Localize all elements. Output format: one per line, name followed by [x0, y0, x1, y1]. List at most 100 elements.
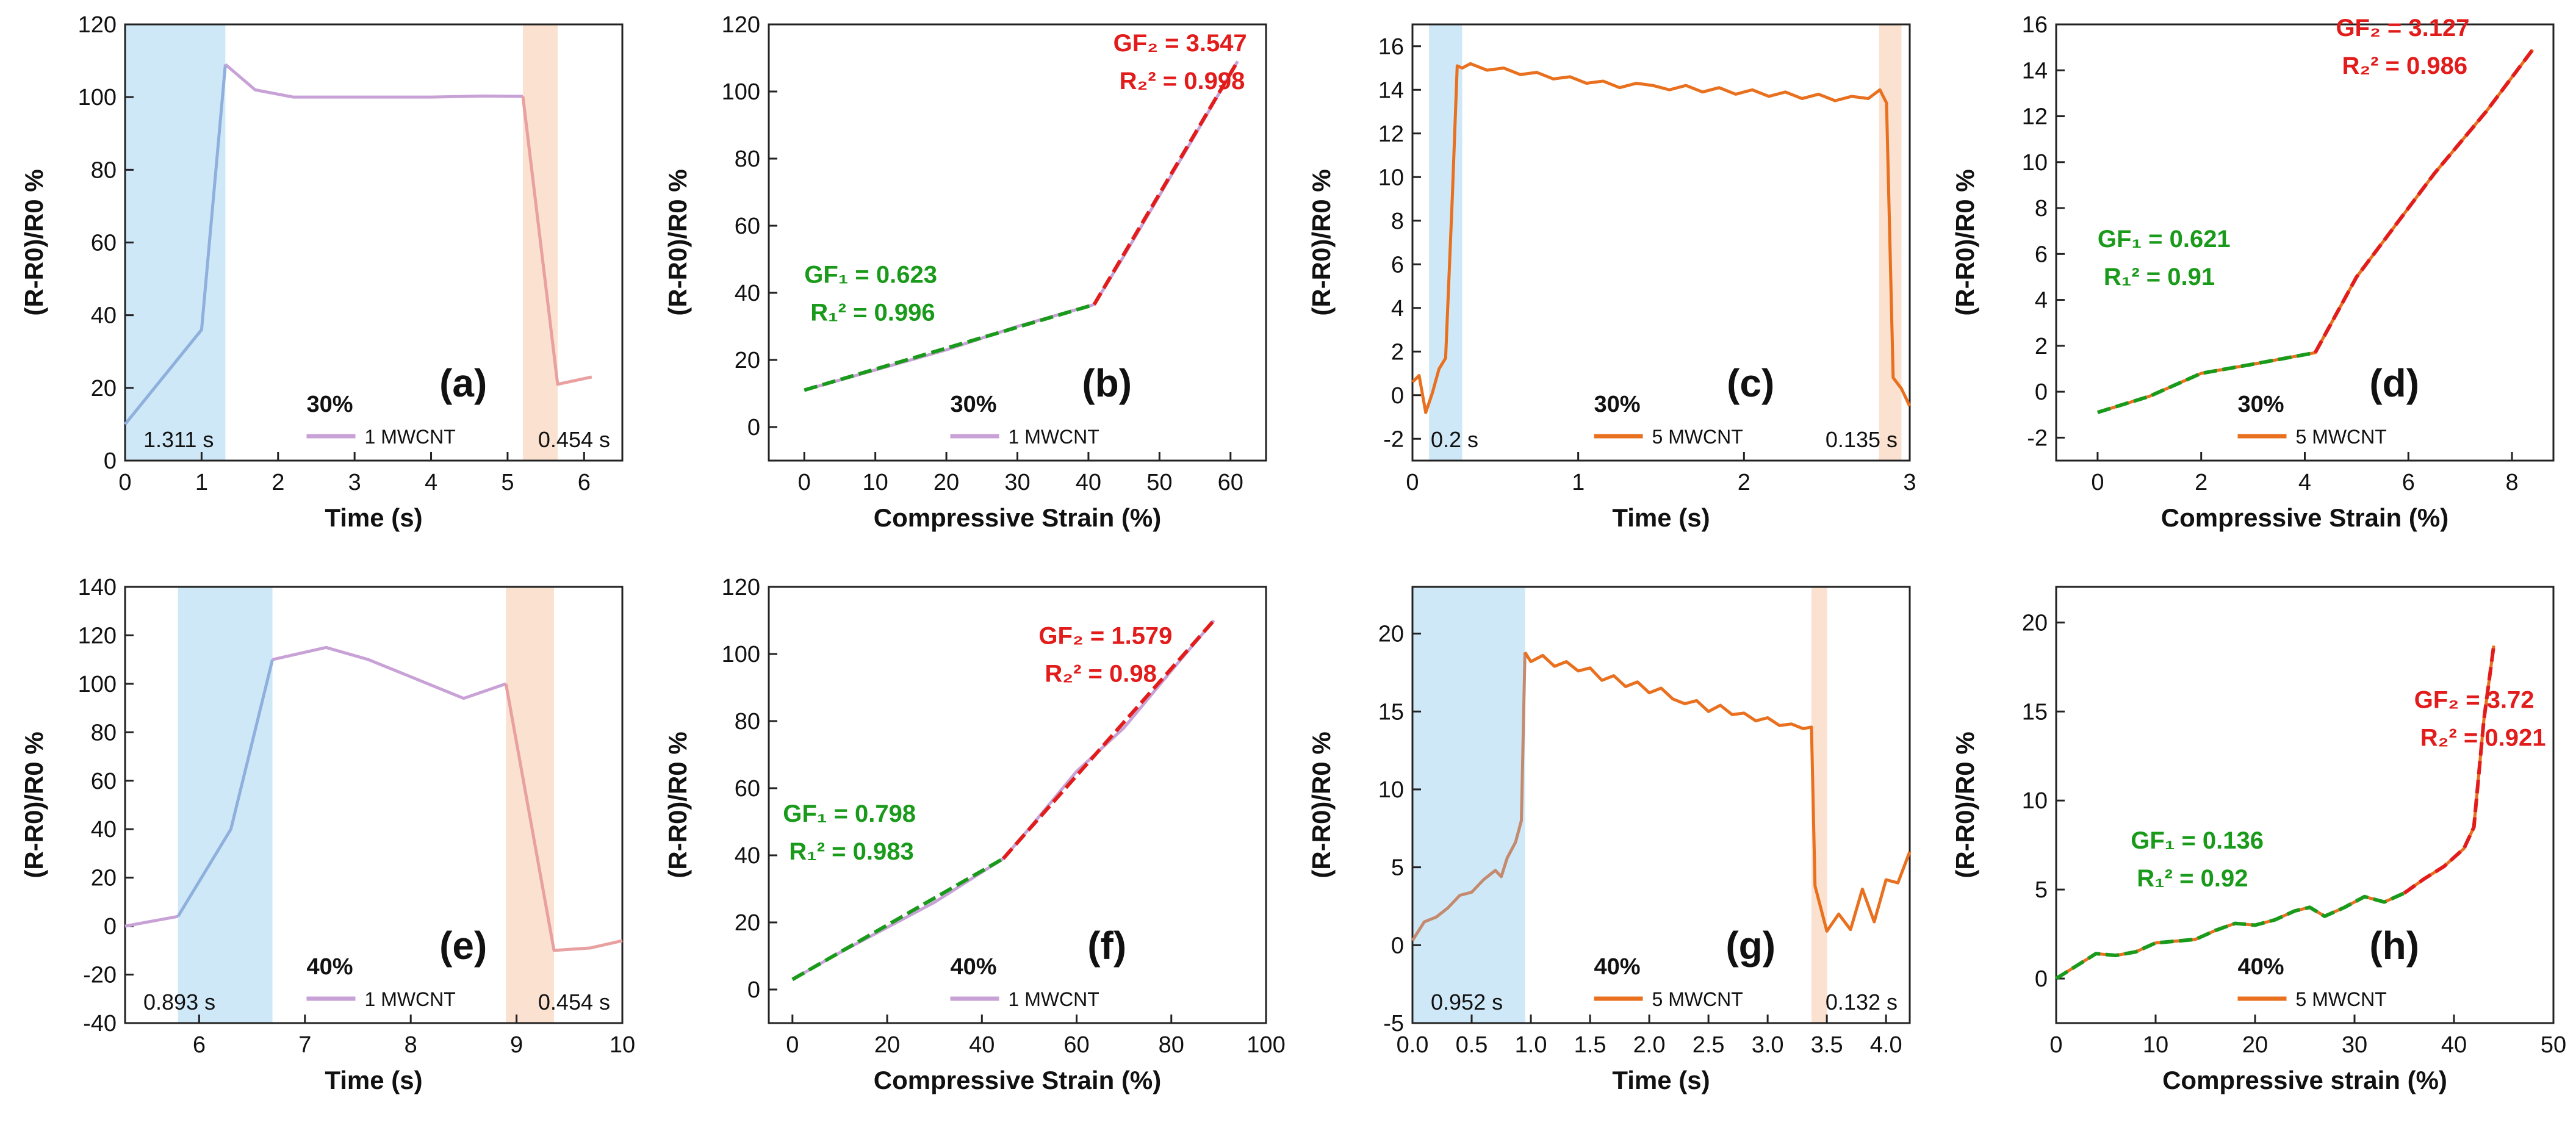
- x-tick-label: 3.5: [1811, 1032, 1843, 1058]
- gauge-factor-label: GF₂ = 3.127: [2336, 15, 2469, 41]
- legend-entry: 1 MWCNT: [1009, 426, 1099, 448]
- y-tick-label: 6: [2035, 242, 2048, 267]
- y-tick-label: 6: [1391, 252, 1404, 278]
- legend-entry: 1 MWCNT: [365, 426, 456, 448]
- y-tick-label: 10: [1378, 777, 1404, 803]
- y-tick-label: 0: [747, 977, 760, 1003]
- x-tick-label: 4: [2298, 470, 2311, 495]
- x-tick-label: 40: [1076, 470, 1101, 495]
- legend-entry: 1 MWCNT: [1009, 988, 1099, 1010]
- fit-line: [2056, 893, 2405, 979]
- y-tick-label: 4: [1391, 296, 1404, 322]
- x-tick-label: 100: [1247, 1032, 1285, 1058]
- x-tick-label: 8: [2506, 470, 2519, 495]
- r-squared-label: R₂² = 0.998: [1120, 68, 1245, 95]
- r-squared-label: R₂² = 0.98: [1045, 661, 1156, 688]
- gauge-factor-label: GF₂ = 3.72: [2414, 686, 2535, 713]
- x-tick-label: 50: [1146, 470, 1172, 495]
- y-axis-label: (R-R0)/R0 %: [1307, 731, 1336, 878]
- series-line: [804, 62, 1237, 390]
- y-tick-label: 120: [78, 623, 117, 648]
- strain-label: 30%: [1594, 392, 1641, 417]
- y-axis-label: (R-R0)/R0 %: [1307, 169, 1336, 315]
- y-axis-label: (R-R0)/R0 %: [663, 731, 692, 878]
- y-tick-label: 5: [2035, 877, 2048, 903]
- x-tick-label: 10: [2143, 1032, 2168, 1058]
- x-tick-label: 4.0: [1870, 1032, 1902, 1058]
- y-tick-label: 140: [78, 575, 117, 600]
- x-tick-label: 5: [501, 470, 514, 495]
- x-tick-label: 1.5: [1574, 1032, 1606, 1058]
- y-tick-label: 10: [2022, 150, 2048, 176]
- strain-label: 40%: [951, 954, 997, 980]
- band-duration-label: 0.2 s: [1431, 427, 1478, 452]
- y-tick-label: 0: [747, 415, 760, 440]
- r-squared-label: R₁² = 0.91: [2104, 264, 2215, 290]
- x-axis-label: Time (s): [325, 1066, 422, 1094]
- x-axis-label: Compressive Strain (%): [874, 503, 1161, 532]
- x-axis-label: Time (s): [325, 503, 422, 532]
- x-tick-label: 20: [934, 470, 959, 495]
- x-tick-label: 3: [348, 470, 361, 495]
- x-tick-label: 1.0: [1515, 1032, 1547, 1058]
- band-duration-label: 0.454 s: [538, 427, 610, 452]
- x-tick-label: 9: [510, 1032, 523, 1058]
- band-duration-label: 1.311 s: [143, 427, 214, 452]
- r-squared-label: R₁² = 0.983: [789, 838, 913, 865]
- r-squared-label: R₂² = 0.986: [2342, 52, 2467, 79]
- r-squared-label: R₁² = 0.996: [810, 300, 935, 326]
- panel-label: (e): [439, 924, 487, 968]
- y-tick-label: 0: [1391, 383, 1404, 409]
- y-tick-label: 5: [1391, 855, 1404, 881]
- y-tick-label: 120: [722, 12, 760, 38]
- y-tick-label: 20: [735, 910, 760, 936]
- gauge-factor-label: GF₁ = 0.798: [783, 800, 916, 827]
- y-tick-label: 12: [2022, 104, 2048, 130]
- legend-entry: 5 MWCNT: [1652, 426, 1743, 448]
- y-tick-label: 10: [2022, 788, 2048, 814]
- y-tick-label: 100: [78, 85, 117, 110]
- y-axis-label: (R-R0)/R0 %: [20, 731, 48, 878]
- x-tick-label: 0: [2091, 470, 2104, 495]
- x-tick-label: 0: [1406, 470, 1419, 495]
- plot-frame: [2056, 587, 2553, 1023]
- fit-line: [2405, 645, 2494, 893]
- y-tick-label: 8: [1391, 209, 1404, 234]
- fit-line: [1094, 62, 1237, 305]
- y-tick-label: 14: [1378, 77, 1404, 103]
- gauge-factor-label: GF₁ = 0.621: [2098, 226, 2231, 253]
- y-tick-label: 15: [1378, 699, 1404, 725]
- x-axis-label: Time (s): [1612, 503, 1710, 532]
- x-tick-label: 2: [272, 470, 284, 495]
- series-line-segment: [1525, 652, 1910, 931]
- y-axis-label: (R-R0)/R0 %: [1951, 169, 1979, 315]
- gauge-factor-label: GF₂ = 3.547: [1114, 30, 1247, 57]
- shaded-band: [506, 587, 554, 1023]
- x-tick-label: 6: [193, 1032, 206, 1058]
- x-axis-label: Compressive strain (%): [2162, 1066, 2447, 1094]
- y-tick-label: 4: [2035, 288, 2048, 314]
- y-tick-label: 14: [2022, 58, 2048, 84]
- y-tick-label: 20: [2022, 610, 2048, 636]
- panel-label: (g): [1725, 924, 1775, 968]
- legend-entry: 5 MWCNT: [2296, 988, 2387, 1010]
- plot-frame: [1412, 24, 1910, 461]
- strain-label: 30%: [2238, 392, 2284, 417]
- y-tick-label: 0: [2035, 379, 2048, 405]
- x-tick-label: 60: [1063, 1032, 1089, 1058]
- x-axis-label: Time (s): [1612, 1066, 1710, 1094]
- series-line-segment: [225, 65, 523, 98]
- y-tick-label: 16: [1378, 34, 1404, 60]
- x-tick-label: 2.5: [1693, 1032, 1725, 1058]
- x-tick-label: 3: [1903, 470, 1916, 495]
- y-tick-label: 20: [91, 376, 117, 401]
- y-tick-label: 60: [735, 214, 760, 239]
